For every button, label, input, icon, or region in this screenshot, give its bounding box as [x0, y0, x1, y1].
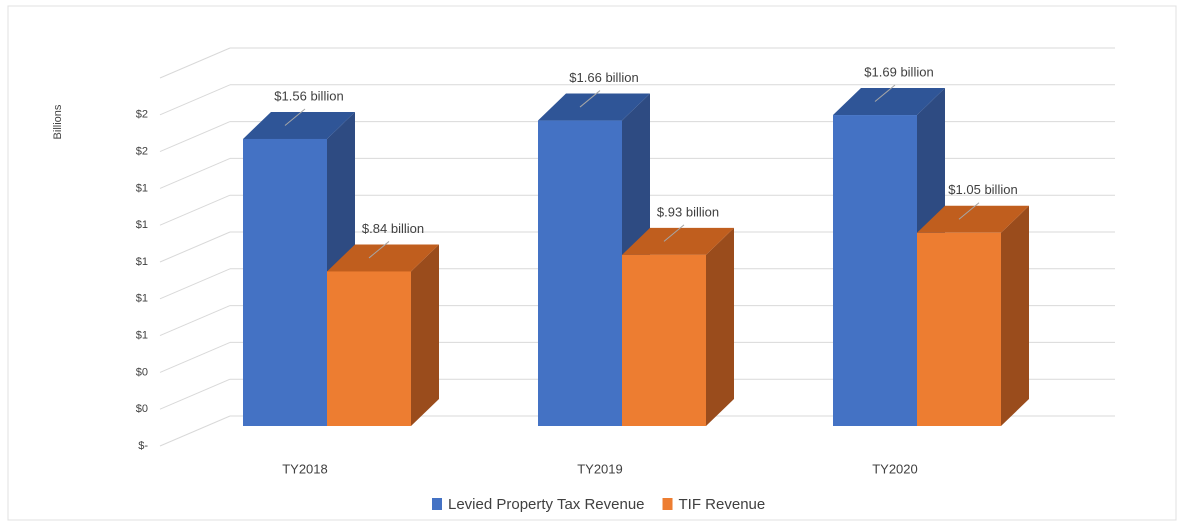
leader-line: [284, 108, 306, 126]
x-tick-label: TY2020: [872, 461, 918, 476]
y-tick-label: $1: [136, 330, 148, 342]
bar: [327, 271, 411, 426]
grid-line: [159, 378, 231, 410]
bar: [833, 115, 917, 426]
x-tick-label: TY2019: [577, 461, 623, 476]
grid-line: [159, 341, 231, 373]
bar-top: [833, 88, 945, 116]
data-label: $1.69 billion: [864, 64, 933, 79]
data-label: $1.05 billion: [948, 182, 1017, 197]
y-tick-label: $1: [136, 256, 148, 268]
legend-label: TIF Revenue: [679, 496, 766, 513]
bar: [538, 120, 622, 426]
leader-line: [579, 90, 601, 108]
leader-line: [874, 84, 896, 102]
bar-top: [327, 244, 439, 272]
grid-line: [159, 84, 231, 116]
legend-swatch: [662, 498, 673, 510]
leader-line: [958, 202, 980, 220]
chart-frame: [7, 5, 1177, 521]
grid-line: [159, 415, 231, 447]
bar: [622, 254, 706, 426]
y-tick-label: $2: [136, 146, 148, 158]
grid-line: [159, 121, 231, 153]
leader-line: [663, 224, 685, 242]
y-tick-label: $1: [136, 182, 148, 194]
grid-line: [159, 268, 231, 300]
bar-top: [538, 93, 650, 121]
y-tick-label: $0: [136, 366, 148, 378]
legend-label: Levied Property Tax Revenue: [448, 496, 645, 513]
y-tick-label: $2: [136, 109, 148, 121]
grid-line: [159, 231, 231, 263]
bar: [243, 138, 327, 426]
bar-top: [917, 205, 1029, 233]
bar-top: [622, 227, 734, 255]
data-label: $.93 billion: [657, 204, 719, 219]
legend-swatch: [432, 498, 442, 510]
grid-line: [159, 157, 231, 189]
bar-top: [243, 111, 355, 139]
bar-side: [1001, 205, 1029, 426]
bar: [917, 232, 1001, 426]
plot-top: [159, 47, 231, 79]
grid-line: [159, 305, 231, 337]
y-tick-label: $1: [136, 219, 148, 231]
leader-line: [368, 241, 390, 259]
bar-side: [706, 227, 734, 426]
y-tick-label: $1: [136, 293, 148, 305]
data-label: $1.66 billion: [569, 70, 638, 85]
y-axis-label: Billions: [52, 104, 64, 139]
x-tick-label: TY2018: [282, 461, 328, 476]
grid-line: [159, 194, 231, 226]
y-tick-label: $0: [136, 403, 148, 415]
bar-side: [411, 244, 439, 426]
data-label: $1.56 billion: [274, 88, 343, 103]
data-label: $.84 billion: [362, 221, 424, 236]
y-tick-label: $-: [138, 440, 148, 452]
